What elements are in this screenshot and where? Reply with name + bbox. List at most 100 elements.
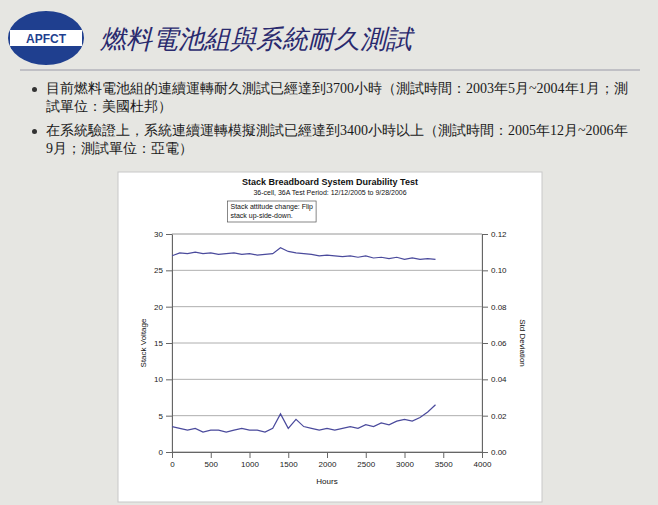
tick-mark bbox=[482, 307, 488, 308]
tick-label: 0.04 bbox=[491, 375, 507, 384]
tick-mark bbox=[166, 416, 172, 417]
tick: 1000 bbox=[241, 452, 259, 469]
tick-label: 0.12 bbox=[491, 230, 507, 239]
tick-mark bbox=[211, 452, 212, 458]
tick: 0.00 bbox=[482, 448, 507, 457]
tick-label: 0.08 bbox=[491, 303, 507, 312]
tick-mark bbox=[482, 379, 488, 380]
tick-label: 0 bbox=[159, 448, 164, 457]
tick-label: 0.06 bbox=[491, 339, 507, 348]
grid bbox=[172, 234, 482, 452]
bullet-text: 在系統驗證上，系統連續運轉模擬測試已經達到3400小時以上（測試時間：2005年… bbox=[46, 123, 628, 156]
chart-panel bbox=[118, 172, 542, 502]
bullet: 在系統驗證上，系統連續運轉模擬測試已經達到3400小時以上（測試時間：2005年… bbox=[30, 122, 630, 158]
tick-mark bbox=[327, 452, 328, 458]
tick: 2000 bbox=[319, 452, 337, 469]
tick-label: 5 bbox=[159, 412, 164, 421]
y2-axis-title: Std Deviation bbox=[518, 319, 527, 367]
tick: 0.12 bbox=[482, 230, 507, 239]
grid-line bbox=[172, 415, 482, 416]
tick: 0 bbox=[159, 448, 172, 457]
tick-mark bbox=[166, 379, 172, 380]
annotation-box bbox=[228, 201, 317, 222]
tick: 15 bbox=[154, 339, 172, 348]
tick-mark bbox=[166, 234, 172, 235]
logo: APFCT bbox=[8, 11, 84, 65]
tick-label: 10 bbox=[154, 375, 163, 384]
logo-band bbox=[10, 30, 82, 46]
y-axis-title: Stack Voltage bbox=[139, 318, 148, 367]
tick-mark bbox=[250, 452, 251, 458]
bullet-list: 目前燃料電池組的連續運轉耐久測試已經達到3700小時（測試時間：2003年5月~… bbox=[30, 80, 630, 164]
tick: 2500 bbox=[357, 452, 375, 469]
tick-mark bbox=[166, 307, 172, 308]
chart-title: Stack Breadboard System Durability Test bbox=[242, 177, 418, 187]
tick: 4000 bbox=[474, 452, 492, 469]
tick-label: 3000 bbox=[396, 460, 414, 469]
tick: 25 bbox=[154, 266, 172, 275]
logo-text: APFCT bbox=[26, 32, 67, 46]
tick: 500 bbox=[205, 452, 219, 469]
tick-mark bbox=[482, 270, 488, 271]
bullet: 目前燃料電池組的連續運轉耐久測試已經達到3700小時（測試時間：2003年5月~… bbox=[30, 80, 630, 116]
tick-label: 1000 bbox=[241, 460, 259, 469]
x-axis: 0 500 1000 1500 2000 2500 3000 3500 4000 bbox=[170, 452, 492, 469]
tick: 20 bbox=[154, 303, 172, 312]
tick-label: 20 bbox=[154, 303, 163, 312]
tick-label: 0.10 bbox=[491, 266, 507, 275]
tick-label: 4000 bbox=[474, 460, 492, 469]
tick-mark bbox=[405, 452, 406, 458]
tick: 0.02 bbox=[482, 412, 507, 421]
series-line bbox=[172, 248, 436, 260]
tick: 0.06 bbox=[482, 339, 507, 348]
y2-axis: 0.00 0.02 0.04 0.06 0.08 0.10 0.12 bbox=[482, 230, 507, 457]
plot-area bbox=[172, 248, 436, 432]
bullet-text: 目前燃料電池組的連續運轉耐久測試已經達到3700小時（測試時間：2003年5月~… bbox=[46, 81, 628, 114]
tick-label: 0.02 bbox=[491, 412, 507, 421]
tick-mark bbox=[166, 270, 172, 271]
tick: 3500 bbox=[435, 452, 453, 469]
tick-label: 15 bbox=[154, 339, 163, 348]
grid-line bbox=[172, 379, 482, 380]
tick: 1500 bbox=[280, 452, 298, 469]
tick: 0.10 bbox=[482, 266, 507, 275]
tick-mark bbox=[366, 452, 367, 458]
annotation: Stack attitude change: Flipstack up-side… bbox=[228, 201, 317, 222]
tick: 0.04 bbox=[482, 375, 507, 384]
axis-line bbox=[172, 235, 173, 453]
bullet-dot bbox=[32, 129, 37, 134]
series-line bbox=[172, 405, 436, 432]
tick-label: 25 bbox=[154, 266, 163, 275]
tick: 30 bbox=[154, 230, 172, 239]
tick-label: 3500 bbox=[435, 460, 453, 469]
title-rule bbox=[20, 70, 640, 71]
tick-label: 1500 bbox=[280, 460, 298, 469]
logo-outer bbox=[8, 11, 84, 65]
grid-line bbox=[172, 343, 482, 344]
tick-mark bbox=[288, 452, 289, 458]
tick: 3000 bbox=[396, 452, 414, 469]
annotation-text: Stack attitude change: Flipstack up-side… bbox=[231, 203, 314, 220]
tick-label: 2500 bbox=[357, 460, 375, 469]
x-axis-title: Hours bbox=[316, 477, 337, 486]
tick-mark bbox=[482, 234, 488, 235]
tick: 5 bbox=[159, 412, 172, 421]
tick: 0 bbox=[170, 452, 175, 469]
tick-mark bbox=[482, 416, 488, 417]
y-axis: 0 5 10 15 20 25 30 bbox=[154, 230, 172, 457]
tick-mark bbox=[443, 452, 444, 458]
grid-line bbox=[172, 270, 482, 271]
slide-title: 燃料電池組與系統耐久測試 bbox=[99, 25, 415, 54]
plot-frame bbox=[172, 234, 482, 452]
bullet-dot bbox=[32, 87, 37, 92]
tick-label: 30 bbox=[154, 230, 163, 239]
tick-mark bbox=[166, 452, 172, 453]
tick-label: 500 bbox=[205, 460, 219, 469]
tick-mark bbox=[482, 452, 488, 453]
tick-mark bbox=[172, 452, 173, 458]
tick-label: 0 bbox=[170, 460, 175, 469]
chart-subtitle: 36-cell, 36A Test Period: 12/12/2005 to … bbox=[253, 189, 406, 196]
tick-label: 2000 bbox=[319, 460, 337, 469]
tick: 10 bbox=[154, 375, 172, 384]
tick: 0.08 bbox=[482, 303, 507, 312]
